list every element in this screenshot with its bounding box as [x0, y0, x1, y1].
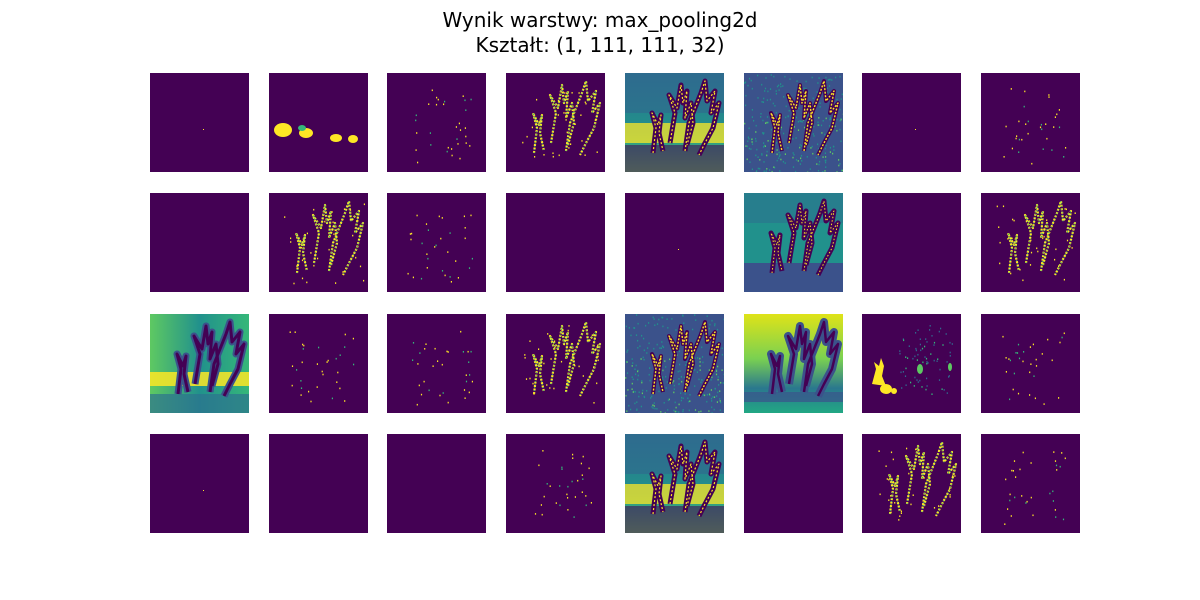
feature-map-image — [284, 199, 365, 285]
feature-map-channel-21 — [744, 314, 843, 413]
feature-map-image — [996, 199, 1077, 282]
feature-map-image — [407, 214, 473, 283]
feature-map-channel-11 — [506, 193, 605, 292]
feature-map-channel-26 — [387, 434, 486, 533]
feature-map-channel-6 — [862, 73, 961, 172]
feature-map-image — [412, 330, 473, 406]
feature-map-image — [150, 314, 249, 413]
feature-map-image — [872, 325, 953, 395]
feature-map-image — [387, 434, 486, 533]
feature-map-channel-8 — [150, 193, 249, 292]
feature-map-channel-23 — [981, 314, 1080, 413]
feature-map-channel-2 — [387, 73, 486, 172]
feature-map-channel-4 — [625, 73, 724, 172]
feature-map-image — [203, 129, 204, 130]
feature-map-channel-12 — [625, 193, 724, 292]
feature-map-channel-15 — [981, 193, 1080, 292]
feature-map-image — [534, 450, 592, 518]
feature-map-channel-16 — [150, 314, 249, 413]
feature-map-image — [1002, 332, 1065, 405]
feature-map-image — [524, 320, 602, 404]
feature-map-channel-20 — [625, 314, 724, 413]
feature-map-channel-14 — [862, 193, 961, 292]
feature-map-channel-0 — [150, 73, 249, 172]
feature-map-channel-17 — [269, 314, 368, 413]
feature-map-image — [744, 434, 843, 533]
feature-map-image — [878, 440, 958, 521]
feature-map-channel-28 — [625, 434, 724, 533]
feature-map-channel-29 — [744, 434, 843, 533]
feature-map-image — [150, 193, 249, 292]
feature-map-image — [203, 490, 204, 491]
feature-map-image — [744, 314, 843, 413]
feature-map-image — [415, 89, 472, 164]
feature-map-channel-24 — [150, 434, 249, 533]
feature-map-image — [1004, 451, 1066, 525]
feature-map-channel-10 — [387, 193, 486, 292]
feature-map-channel-9 — [269, 193, 368, 292]
feature-map-channel-3 — [506, 73, 605, 172]
feature-map-image — [625, 434, 724, 533]
chart-title: Wynik warstwy: max_pooling2d — [442, 8, 758, 32]
feature-map-channel-7 — [981, 73, 1080, 172]
feature-map-channel-13 — [744, 193, 843, 292]
feature-map-channel-5 — [744, 73, 843, 172]
feature-map-channel-27 — [506, 434, 605, 533]
feature-map-channel-22 — [862, 314, 961, 413]
feature-map-image — [506, 193, 605, 292]
feature-map-channel-30 — [862, 434, 961, 533]
feature-map-image — [678, 249, 679, 250]
feature-map-image — [522, 79, 602, 158]
feature-map-channel-18 — [387, 314, 486, 413]
feature-map-image — [625, 314, 724, 413]
chart-subtitle: Kształt: (1, 111, 111, 32) — [475, 33, 725, 57]
feature-map-image — [289, 331, 355, 403]
feature-map-channel-19 — [506, 314, 605, 413]
feature-map-channel-1 — [269, 73, 368, 172]
feature-map-channel-31 — [981, 434, 1080, 533]
feature-map-image — [744, 73, 843, 172]
feature-map-image — [1003, 88, 1067, 165]
feature-map-image — [862, 193, 961, 292]
feature-map-channel-25 — [269, 434, 368, 533]
feature-map-image — [274, 123, 358, 143]
feature-map-image — [269, 434, 368, 533]
feature-map-image — [915, 129, 916, 130]
feature-map-image — [744, 193, 843, 292]
feature-map-image — [625, 73, 724, 172]
